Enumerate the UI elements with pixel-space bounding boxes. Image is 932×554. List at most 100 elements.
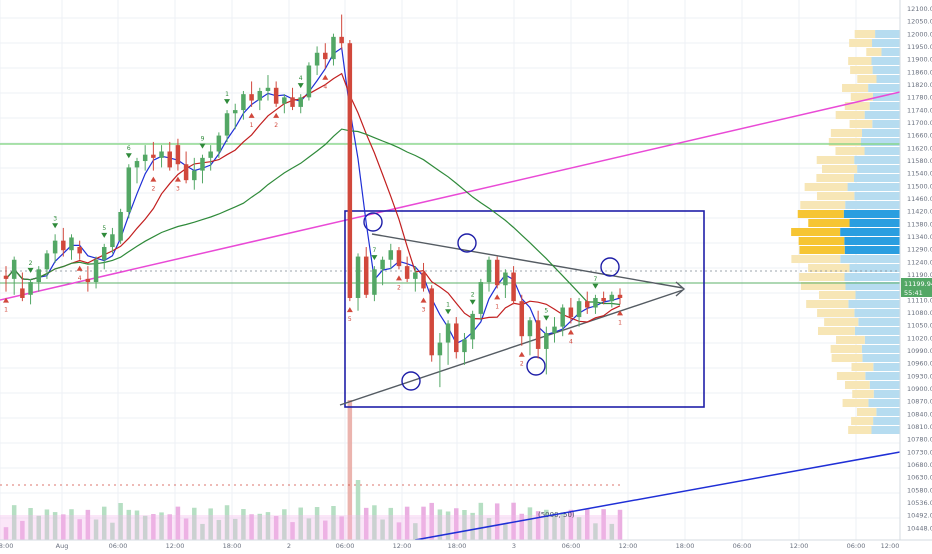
td-count: 1 <box>446 301 450 308</box>
profile-bar <box>858 318 900 326</box>
td-count: 5 <box>544 308 548 315</box>
profile-bar <box>844 246 900 254</box>
volume-bar <box>151 514 156 540</box>
profile-bar <box>818 291 856 299</box>
candle-body <box>396 250 402 267</box>
profile-bar <box>851 417 874 425</box>
time-tick-label: 06:00 <box>847 542 866 550</box>
volume-bar <box>462 510 467 540</box>
candle-body <box>388 250 394 260</box>
volume-bar <box>363 507 369 540</box>
triangle-lower-line <box>339 289 684 406</box>
volume-bar <box>298 507 303 540</box>
profile-bar <box>873 390 900 398</box>
profile-bar <box>844 273 900 281</box>
td-marker <box>224 99 231 105</box>
profile-bar <box>861 129 900 137</box>
time-tick-label: 18:00 <box>223 542 242 550</box>
td-count: 2 <box>520 361 524 368</box>
candle-body <box>413 272 418 279</box>
profile-bar <box>836 336 865 344</box>
profile-bar <box>844 102 870 110</box>
candle-body <box>429 288 434 356</box>
td-marker <box>199 143 206 149</box>
price-tick-label: 10870.00 <box>907 398 932 406</box>
price-tick-label: 11190.00 <box>907 271 932 279</box>
candle-body <box>380 259 385 270</box>
candle-body <box>36 269 41 283</box>
price-tick-label: 11780.00 <box>907 94 932 102</box>
td-count: 2 <box>397 284 401 291</box>
time-tick-label: 12:00 <box>881 542 900 550</box>
volume-bar <box>552 513 557 540</box>
profile-bar <box>881 48 900 56</box>
td-count: 4 <box>78 275 82 282</box>
candle-body <box>224 113 230 136</box>
time-axis[interactable]: 18:00 Aug 06:00 12:00 18:00 2 06:00 12:00 18:00 3… <box>0 539 932 550</box>
volume-bar <box>257 513 263 540</box>
pivot-circle <box>363 212 383 232</box>
profile-bar <box>835 111 865 119</box>
volume-bar <box>372 505 377 540</box>
volume-bar <box>11 505 17 540</box>
profile-bar <box>830 129 862 137</box>
ma-line-2 <box>5 72 621 323</box>
candle-body <box>273 87 279 104</box>
candle-body <box>421 272 426 289</box>
profile-bar <box>872 66 900 74</box>
profile-bar <box>840 255 900 263</box>
td-marker <box>297 83 304 89</box>
profile-bar <box>797 210 844 218</box>
time-tick-label: 06:00 <box>733 542 752 550</box>
time-tick-label: 12:00 <box>166 542 185 550</box>
td-count: 1 <box>495 303 499 310</box>
price-tick-label: 10900.00 <box>907 385 932 393</box>
pivot-circle <box>457 233 477 253</box>
volume-bar <box>470 512 475 540</box>
volume-bar <box>77 519 82 540</box>
profile-bar <box>817 327 855 335</box>
volume-bar <box>183 518 189 540</box>
price-tick-label: 12000.00 <box>907 30 932 38</box>
profile-bar <box>871 57 900 65</box>
volume-bar <box>306 518 312 540</box>
price-tick-label: 10448.00 <box>907 524 932 532</box>
drawings <box>0 91 901 541</box>
price-tick-label: 11580.00 <box>907 157 932 165</box>
profile-bar <box>822 165 858 173</box>
td-marker <box>101 232 108 238</box>
candle-body <box>617 294 623 298</box>
candle-body <box>454 323 459 353</box>
profile-bar <box>854 192 900 200</box>
price-axis[interactable]: 12100.00 12050.00 12000.00 11950.00 11900.00… <box>899 0 932 550</box>
volume-bar <box>52 512 58 540</box>
candle-body <box>175 145 181 165</box>
candle-body <box>93 259 99 283</box>
profile-bar <box>843 210 900 218</box>
grid <box>0 0 900 544</box>
td-marker <box>174 176 181 182</box>
td-marker <box>52 223 59 229</box>
volume-bar <box>208 508 213 540</box>
profile-bar <box>791 255 841 263</box>
volume-bar <box>241 509 246 540</box>
volume-bar <box>347 400 353 540</box>
candle-body <box>462 339 467 353</box>
candle-body <box>249 94 254 101</box>
volume-bar <box>249 514 254 540</box>
profile-bar <box>791 228 841 236</box>
td-count: 2 <box>274 122 278 129</box>
profile-bar <box>804 183 848 191</box>
profile-bar <box>808 264 850 272</box>
price-tick-label: 11340.00 <box>907 233 932 241</box>
volume-bar <box>413 523 418 540</box>
profile-bar <box>816 192 855 200</box>
candle-body <box>339 36 344 44</box>
volume-bar <box>323 520 328 540</box>
td-marker <box>445 309 452 315</box>
candle-body <box>118 211 123 241</box>
profile-bar <box>872 39 900 47</box>
time-tick-label: 18:00 <box>0 542 13 550</box>
price-tick-label: 10840.00 <box>907 410 932 418</box>
